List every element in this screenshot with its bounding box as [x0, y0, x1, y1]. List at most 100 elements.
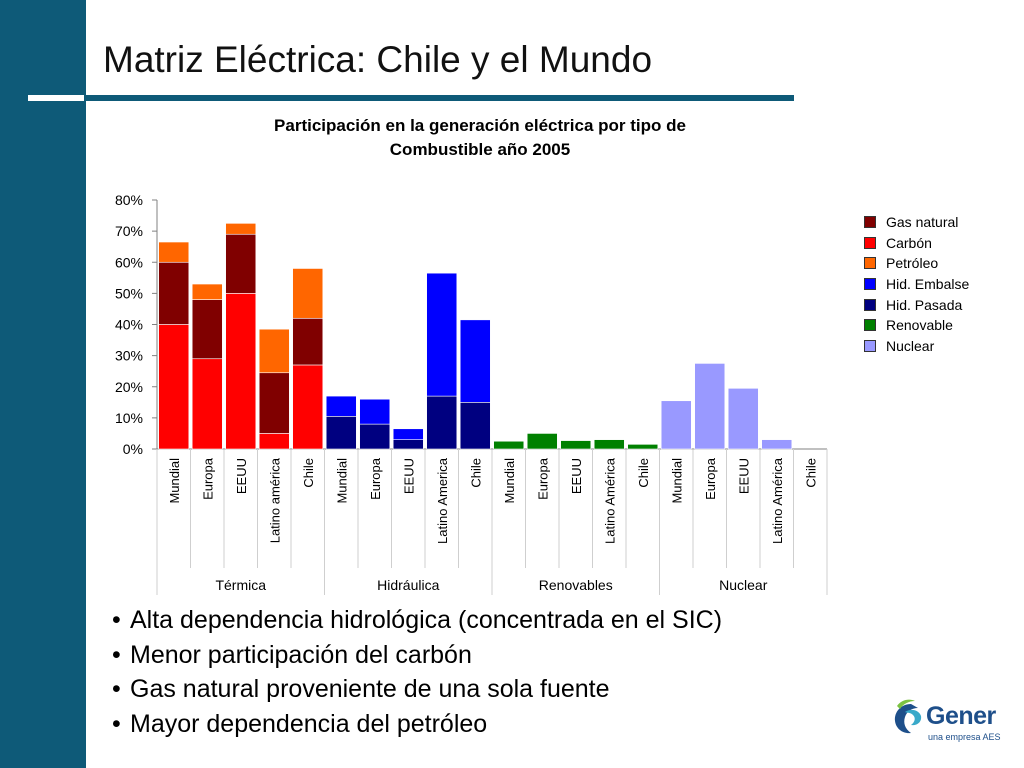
legend-item: Renovable [864, 315, 969, 336]
bar-segment [392, 439, 424, 450]
bar-segment [526, 433, 558, 450]
bar-segment [593, 439, 625, 450]
bullet-symbol: • [112, 709, 121, 738]
bar-segment [359, 423, 391, 450]
legend-swatch [864, 236, 876, 249]
bar-segment [627, 444, 659, 450]
bullet-list: • Alta dependencia hidrológica (concentra… [112, 603, 722, 741]
bar-segment [560, 440, 592, 450]
title-rule [86, 95, 794, 101]
bar-segment [191, 358, 223, 450]
bar-segment [426, 395, 458, 450]
legend-swatch [864, 339, 876, 352]
gener-logo-icon [894, 699, 922, 734]
x-group-label: Renovables [539, 577, 613, 593]
bullet-symbol: • [112, 675, 121, 703]
bullet-symbol: • [112, 640, 121, 669]
y-tick-label: 70% [115, 223, 143, 239]
logo-tagline: una empresa AES [928, 732, 1001, 742]
x-category-label: Chile [468, 458, 483, 488]
bar-segment [459, 319, 491, 403]
bullet-text: Menor participación del carbón [130, 640, 472, 669]
legend-swatch [864, 278, 876, 291]
legend-swatch [864, 298, 876, 311]
y-tick-label: 0% [123, 441, 143, 457]
y-tick-label: 80% [115, 192, 143, 208]
x-category-label: Latino América [602, 457, 617, 544]
legend-item: Nuclear [864, 336, 969, 357]
bar-segment [191, 283, 223, 300]
legend-item: Gas natural [864, 212, 969, 233]
bar-segment [392, 428, 424, 440]
slide-title: Matriz Eléctrica: Chile y el Mundo [103, 39, 653, 80]
x-category-label: Europa [368, 457, 383, 500]
bar-segment [359, 398, 391, 425]
bar-segment [258, 328, 290, 374]
bar-segment [225, 223, 257, 235]
x-category-label: Mundial [669, 458, 684, 504]
x-category-label: Europa [200, 457, 215, 500]
legend-item: Petróleo [864, 253, 969, 274]
chart-title-line-1: Participación en la generación eléctrica… [274, 116, 686, 135]
bar-segment [459, 402, 491, 450]
bar-segment [761, 439, 793, 450]
bar-segment [660, 400, 692, 450]
legend-label: Petróleo [886, 255, 939, 272]
stacked-bar-chart: 0% 10% 20% 30% 40% 50% 60% 70% 80% Mundial Europa E… [115, 192, 828, 595]
y-tick-label: 40% [115, 317, 143, 333]
bar-segment [258, 372, 290, 434]
bullet-item: • Mayor dependencia del petróleo [112, 707, 722, 742]
x-category-label: Chile [301, 458, 316, 488]
y-tick-label: 10% [115, 410, 143, 426]
legend-label: Hid. Embalse [886, 276, 970, 293]
logo-wordmark: Gener [926, 702, 996, 730]
x-group-label: Térmica [215, 577, 266, 593]
x-category-label: Mundial [502, 458, 517, 504]
legend-label: Renovable [886, 317, 953, 334]
bullet-symbol: • [112, 606, 121, 634]
legend-item: Carbón [864, 233, 969, 254]
bar-segment [325, 395, 357, 417]
chart-title: Participación en la generación eléctrica… [200, 114, 760, 162]
x-category-label: Latino America [435, 457, 450, 544]
legend-label: Gas natural [886, 214, 959, 231]
bullet-item: • Menor participación del carbón [112, 638, 722, 673]
x-category-label: Mundial [334, 458, 349, 504]
x-category-label: Mundial [167, 458, 182, 504]
bar-segment [727, 388, 759, 450]
bar-segment [225, 233, 257, 294]
bar-segment [694, 363, 726, 450]
x-category-label: Chile [803, 458, 818, 488]
bar-segment [292, 317, 324, 366]
legend-swatch [864, 216, 876, 229]
legend-swatch [864, 319, 876, 332]
bullet-text: Alta dependencia hidrológica (concentrad… [130, 606, 723, 634]
legend-label: Hid. Pasada [886, 296, 963, 313]
bullet-item: • Gas natural proveniente de una sola fue… [112, 672, 722, 707]
x-group-label: Nuclear [719, 577, 768, 593]
y-tick-label: 50% [115, 285, 143, 301]
x-category-label: EEUU [569, 458, 584, 494]
y-tick-label: 30% [115, 348, 143, 364]
x-category-label: EEUU [736, 458, 751, 494]
bar-segment [158, 261, 190, 325]
bullet-text: Mayor dependencia del petróleo [130, 709, 488, 738]
bar-segment [325, 416, 357, 450]
y-tick-label: 20% [115, 379, 143, 395]
chart-title-line-2: Combustible año 2005 [389, 140, 571, 159]
x-category-label: Europa [535, 457, 550, 500]
legend-label: Nuclear [886, 337, 935, 354]
bar-segment [258, 433, 290, 450]
x-category-label: Chile [636, 458, 651, 488]
chart-legend: Gas natural Carbón Petróleo Hid. Embalse Hid… [864, 212, 969, 356]
title-rule-accent [28, 95, 84, 101]
x-category-label: Europa [703, 457, 718, 500]
bar-segment [158, 241, 190, 263]
x-category-label: Latino américa [267, 457, 282, 543]
bar-segment [493, 440, 525, 450]
x-category-label: EEUU [234, 458, 249, 494]
y-tick-label: 60% [115, 254, 143, 270]
bar-segment [191, 299, 223, 360]
bar-segment [225, 293, 257, 450]
x-category-label: EEUU [401, 458, 416, 494]
